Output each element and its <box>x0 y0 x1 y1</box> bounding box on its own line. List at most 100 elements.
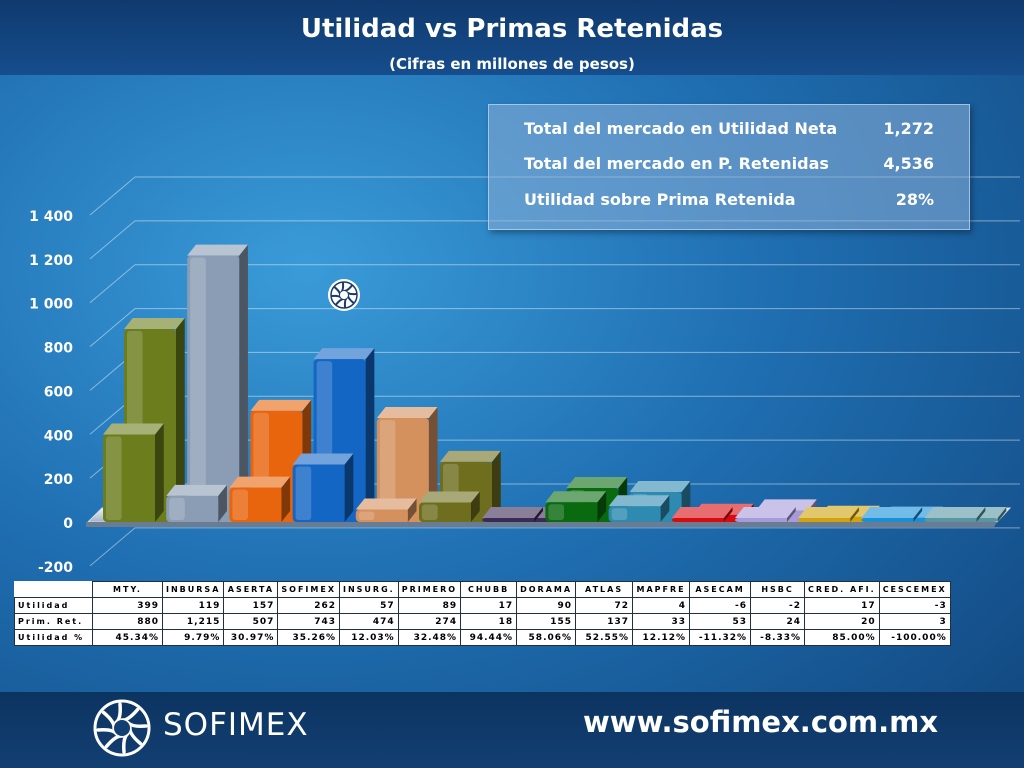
table-cell: 17 <box>804 597 880 614</box>
table-cell: 4 <box>632 597 691 614</box>
y-tick-label: 1 200 <box>29 253 73 269</box>
table-column-header: DORAMA <box>516 581 577 598</box>
table-cell: 119 <box>161 597 225 614</box>
table-cell: 399 <box>92 597 163 614</box>
table-cell: 89 <box>397 597 462 614</box>
table-column-header: CESCEMEX <box>878 581 951 598</box>
bar-chart: -200 0 200 400 600 800 1 000 1 200 1 400 <box>29 209 1020 576</box>
table-cell: 35.26% <box>277 629 340 646</box>
market-summary-box: Total del mercado en Utilidad Neta 1,272… <box>488 104 970 230</box>
table-cell: 12.12% <box>632 629 691 646</box>
sofimex-logo-icon <box>93 699 151 757</box>
sofimex-emblem-icon <box>328 279 360 311</box>
data-table: MTY. INBURSA ASERTA SOFIMEX INSURG. PRIMERO CH… <box>14 581 951 646</box>
bar-prim-ret <box>376 407 438 522</box>
table-column-header: MAPFRE <box>632 581 691 598</box>
table-cell: 72 <box>575 597 634 614</box>
table-column-header: MTY. <box>92 581 163 598</box>
y-tick-label: -200 <box>38 560 73 576</box>
table-cell: 85.00% <box>804 629 880 646</box>
footer-bar <box>0 692 1024 768</box>
table-cell: -11.32% <box>689 629 752 646</box>
bar-prim-ret <box>187 244 248 522</box>
table-cell: -8.33% <box>750 629 806 646</box>
y-tick-label: 800 <box>44 341 73 357</box>
bar-utilidad <box>355 498 417 522</box>
summary-value: 4,536 <box>883 154 934 173</box>
table-cell: 24 <box>750 613 806 630</box>
table-cell: -2 <box>750 597 806 614</box>
summary-row: Total del mercado en Utilidad Neta 1,272 <box>524 119 934 149</box>
table-cell: 53 <box>689 613 752 630</box>
y-axis-ticks: -200 0 200 400 600 800 1 000 1 200 1 400 <box>29 209 73 576</box>
bar-utilidad <box>419 491 480 522</box>
table-header-row: MTY. INBURSA ASERTA SOFIMEX INSURG. PRIMERO CH… <box>15 581 951 598</box>
table-cell: 20 <box>804 613 880 630</box>
table-cell: 274 <box>397 613 462 630</box>
table-cell: 33 <box>632 613 691 630</box>
table-cell: 17 <box>460 597 518 614</box>
bar-utilidad <box>861 507 923 522</box>
website-link[interactable]: www.sofimex.com.mx <box>583 705 939 739</box>
y-tick-label: 400 <box>44 428 73 444</box>
bar-utilidad <box>482 507 543 522</box>
table-cell: 157 <box>223 597 279 614</box>
chart-subtitle: (Cifras en millones de pesos) <box>389 55 635 73</box>
table-cell: 58.06% <box>516 629 577 646</box>
bar-utilidad <box>545 491 607 522</box>
table-cell: 32.48% <box>397 629 462 646</box>
table-column-header: INBURSA <box>161 581 225 598</box>
table-cell: 474 <box>339 613 399 630</box>
table-row: Utilidad % 45.34% 9.79% 30.97% 35.26% 12.03% 3… <box>14 629 951 646</box>
table-row: Utilidad 399 119 157 262 57 89 17 90 72 4 -6 -2 17 -3 <box>14 597 951 614</box>
bar-utilidad <box>229 476 291 522</box>
summary-value: 28% <box>895 190 934 209</box>
table-row: Prim. Ret. 880 1,215 507 743 474 274 18 155 137 33… <box>14 613 951 630</box>
table-column-header: PRIMERO <box>397 581 462 598</box>
summary-label: Utilidad sobre Prima Retenida <box>524 190 796 209</box>
table-row-label: Utilidad % <box>14 629 93 646</box>
table-column-header: ATLAS <box>575 581 634 598</box>
y-tick-label: 1 400 <box>29 209 73 225</box>
table-cell: 1,215 <box>161 613 225 630</box>
bar-utilidad <box>608 495 670 522</box>
y-tick-label: 0 <box>63 516 73 532</box>
summary-row: Utilidad sobre Prima Retenida 28% <box>524 190 934 220</box>
table-cell: -100.00% <box>878 629 951 646</box>
table-cell: 45.34% <box>92 629 163 646</box>
table-column-header: CHUBB <box>460 581 518 598</box>
table-cell: 155 <box>516 613 577 630</box>
y-tick-label: 1 000 <box>29 297 73 313</box>
table-cell: 743 <box>277 613 340 630</box>
table-cell: 90 <box>516 597 577 614</box>
bar-utilidad <box>166 484 227 522</box>
gridline <box>89 308 1020 347</box>
bar-utilidad <box>292 453 354 522</box>
title-bar <box>0 0 1024 75</box>
table-cell: 137 <box>575 613 634 630</box>
table-cell: -3 <box>878 597 951 614</box>
table-cell: 262 <box>277 597 340 614</box>
table-column-header: CRED. AFI. <box>804 581 880 598</box>
bar-utilidad <box>671 507 733 522</box>
bar-utilidad <box>924 507 986 522</box>
chart-title: Utilidad vs Primas Retenidas <box>300 14 724 44</box>
table-cell: 57 <box>339 597 399 614</box>
table-column-header: ASERTA <box>223 581 279 598</box>
table-column-header: ASECAM <box>689 581 752 598</box>
table-cell: 52.55% <box>575 629 634 646</box>
table-cell: 9.79% <box>161 629 225 646</box>
table-cell: 94.44% <box>460 629 518 646</box>
floor-front <box>86 522 997 527</box>
table-cell: 18 <box>460 613 518 630</box>
bar-utilidad <box>103 423 164 522</box>
footer-brand: SOFIMEX <box>163 707 309 743</box>
table-cell: 30.97% <box>223 629 279 646</box>
summary-label: Total del mercado en P. Retenidas <box>524 154 829 173</box>
table-column-header: SOFIMEX <box>277 581 340 598</box>
summary-value: 1,272 <box>883 119 934 138</box>
y-tick-label: 200 <box>44 472 73 488</box>
table-cell: -6 <box>689 597 752 614</box>
table-cell: 3 <box>878 613 951 630</box>
table-row-label: Prim. Ret. <box>14 613 93 630</box>
